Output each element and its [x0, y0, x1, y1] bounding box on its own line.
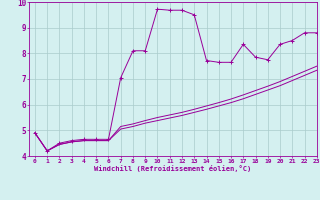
- X-axis label: Windchill (Refroidissement éolien,°C): Windchill (Refroidissement éolien,°C): [94, 165, 252, 172]
